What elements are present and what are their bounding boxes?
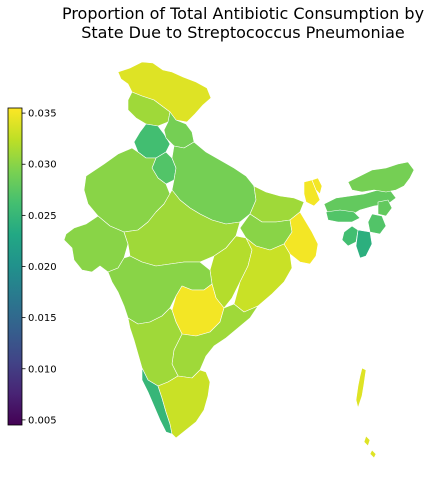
region-karnataka: [127, 307, 183, 387]
region-nagaland: [377, 199, 393, 217]
title-line-1: Proportion of Total Antibiotic Consumpti…: [61, 4, 425, 23]
colorbar-tick-label: 0.005: [28, 415, 57, 426]
colorbar-gradient: [7, 107, 23, 426]
region-odisha: [233, 237, 293, 313]
map-title: Proportion of Total Antibiotic Consumpti…: [0, 4, 443, 42]
colorbar-tick-label: 0.030: [28, 160, 57, 171]
region-tamil-nadu: [157, 369, 211, 439]
colorbar-tick-label: 0.020: [28, 262, 57, 273]
title-line-2: State Due to Streptococcus Pneumoniae: [81, 23, 405, 42]
region-manipur: [367, 213, 387, 235]
region-mizoram: [355, 229, 373, 259]
colorbar: 0.035 0.030 0.025 0.020 0.015 0.010 0.005: [7, 107, 57, 426]
region-sikkim: [311, 177, 323, 195]
colorbar-tick-label: 0.010: [28, 364, 57, 375]
region-arunachal-pradesh: [347, 161, 415, 193]
region-tripura: [341, 225, 359, 247]
colorbar-tick-label: 0.015: [28, 313, 57, 324]
region-west-bengal: [283, 211, 319, 265]
region-himachal-pradesh: [127, 91, 171, 127]
region-andaman-nicobar: [355, 367, 377, 459]
colorbar-ticks: 0.035 0.030 0.025 0.020 0.015 0.010 0.005: [22, 109, 57, 426]
region-meghalaya: [325, 209, 361, 223]
colorbar-tick-label: 0.025: [28, 211, 57, 222]
colorbar-tick-label: 0.035: [28, 109, 57, 120]
